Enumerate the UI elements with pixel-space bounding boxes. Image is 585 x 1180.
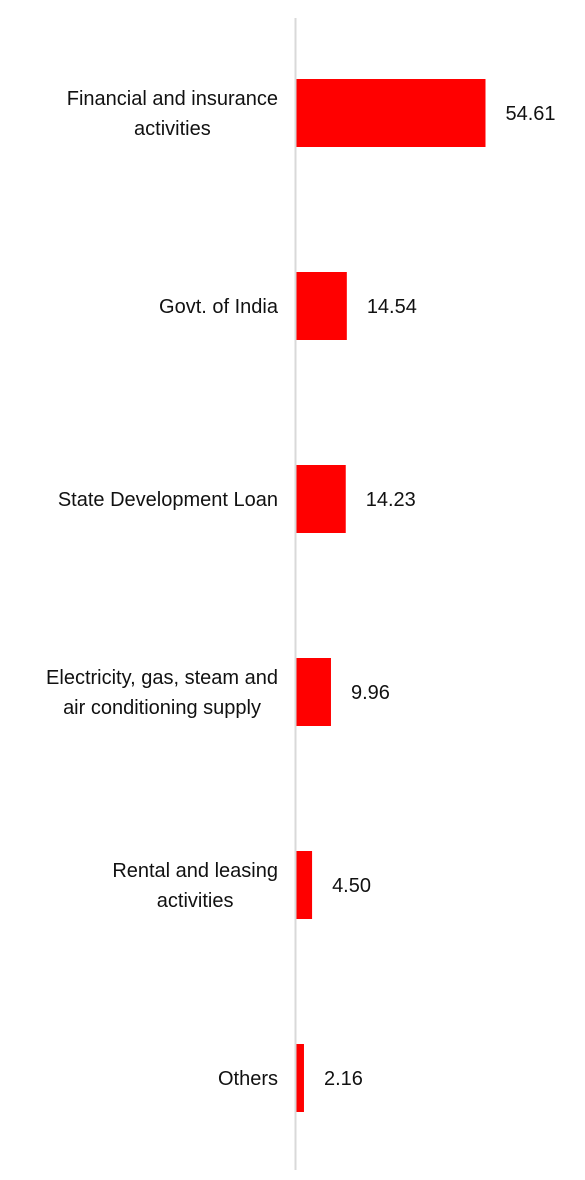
category-label-line: Financial and insurance — [67, 88, 278, 110]
category-label: State Development Loan — [58, 489, 278, 511]
bar-value-label: 9.96 — [351, 682, 390, 704]
category-label-line: Others — [218, 1068, 278, 1090]
bar — [296, 1044, 304, 1112]
category-label: Financial and insurance activities — [67, 88, 278, 140]
bar — [296, 79, 486, 147]
bar — [296, 465, 346, 533]
category-label: Govt. of India — [159, 296, 279, 318]
category-label-line: activities — [134, 118, 211, 140]
label-group: 54.61 Financial and insurance activities 14… — [46, 88, 556, 1090]
category-label-line: Electricity, gas, steam and — [46, 667, 278, 689]
bar-value-label: 54.61 — [506, 103, 556, 125]
category-label-line: Rental and leasing — [112, 860, 278, 882]
bar-value-label: 4.50 — [332, 875, 371, 897]
bar-value-label: 2.16 — [324, 1068, 363, 1090]
category-label-line: State Development Loan — [58, 489, 278, 511]
bar — [296, 658, 331, 726]
bar — [296, 851, 313, 919]
category-label: Rental and leasing activities — [112, 860, 278, 912]
category-label-line: air conditioning supply — [63, 697, 261, 719]
category-label: Electricity, gas, steam and air condition… — [46, 667, 278, 719]
category-label-line: activities — [157, 890, 234, 912]
category-label-line: Govt. of India — [159, 296, 279, 318]
bar-group — [296, 79, 486, 1112]
bar — [296, 272, 347, 340]
bar-value-label: 14.23 — [366, 489, 416, 511]
category-label: Others — [218, 1068, 278, 1090]
bar-value-label: 14.54 — [367, 296, 417, 318]
